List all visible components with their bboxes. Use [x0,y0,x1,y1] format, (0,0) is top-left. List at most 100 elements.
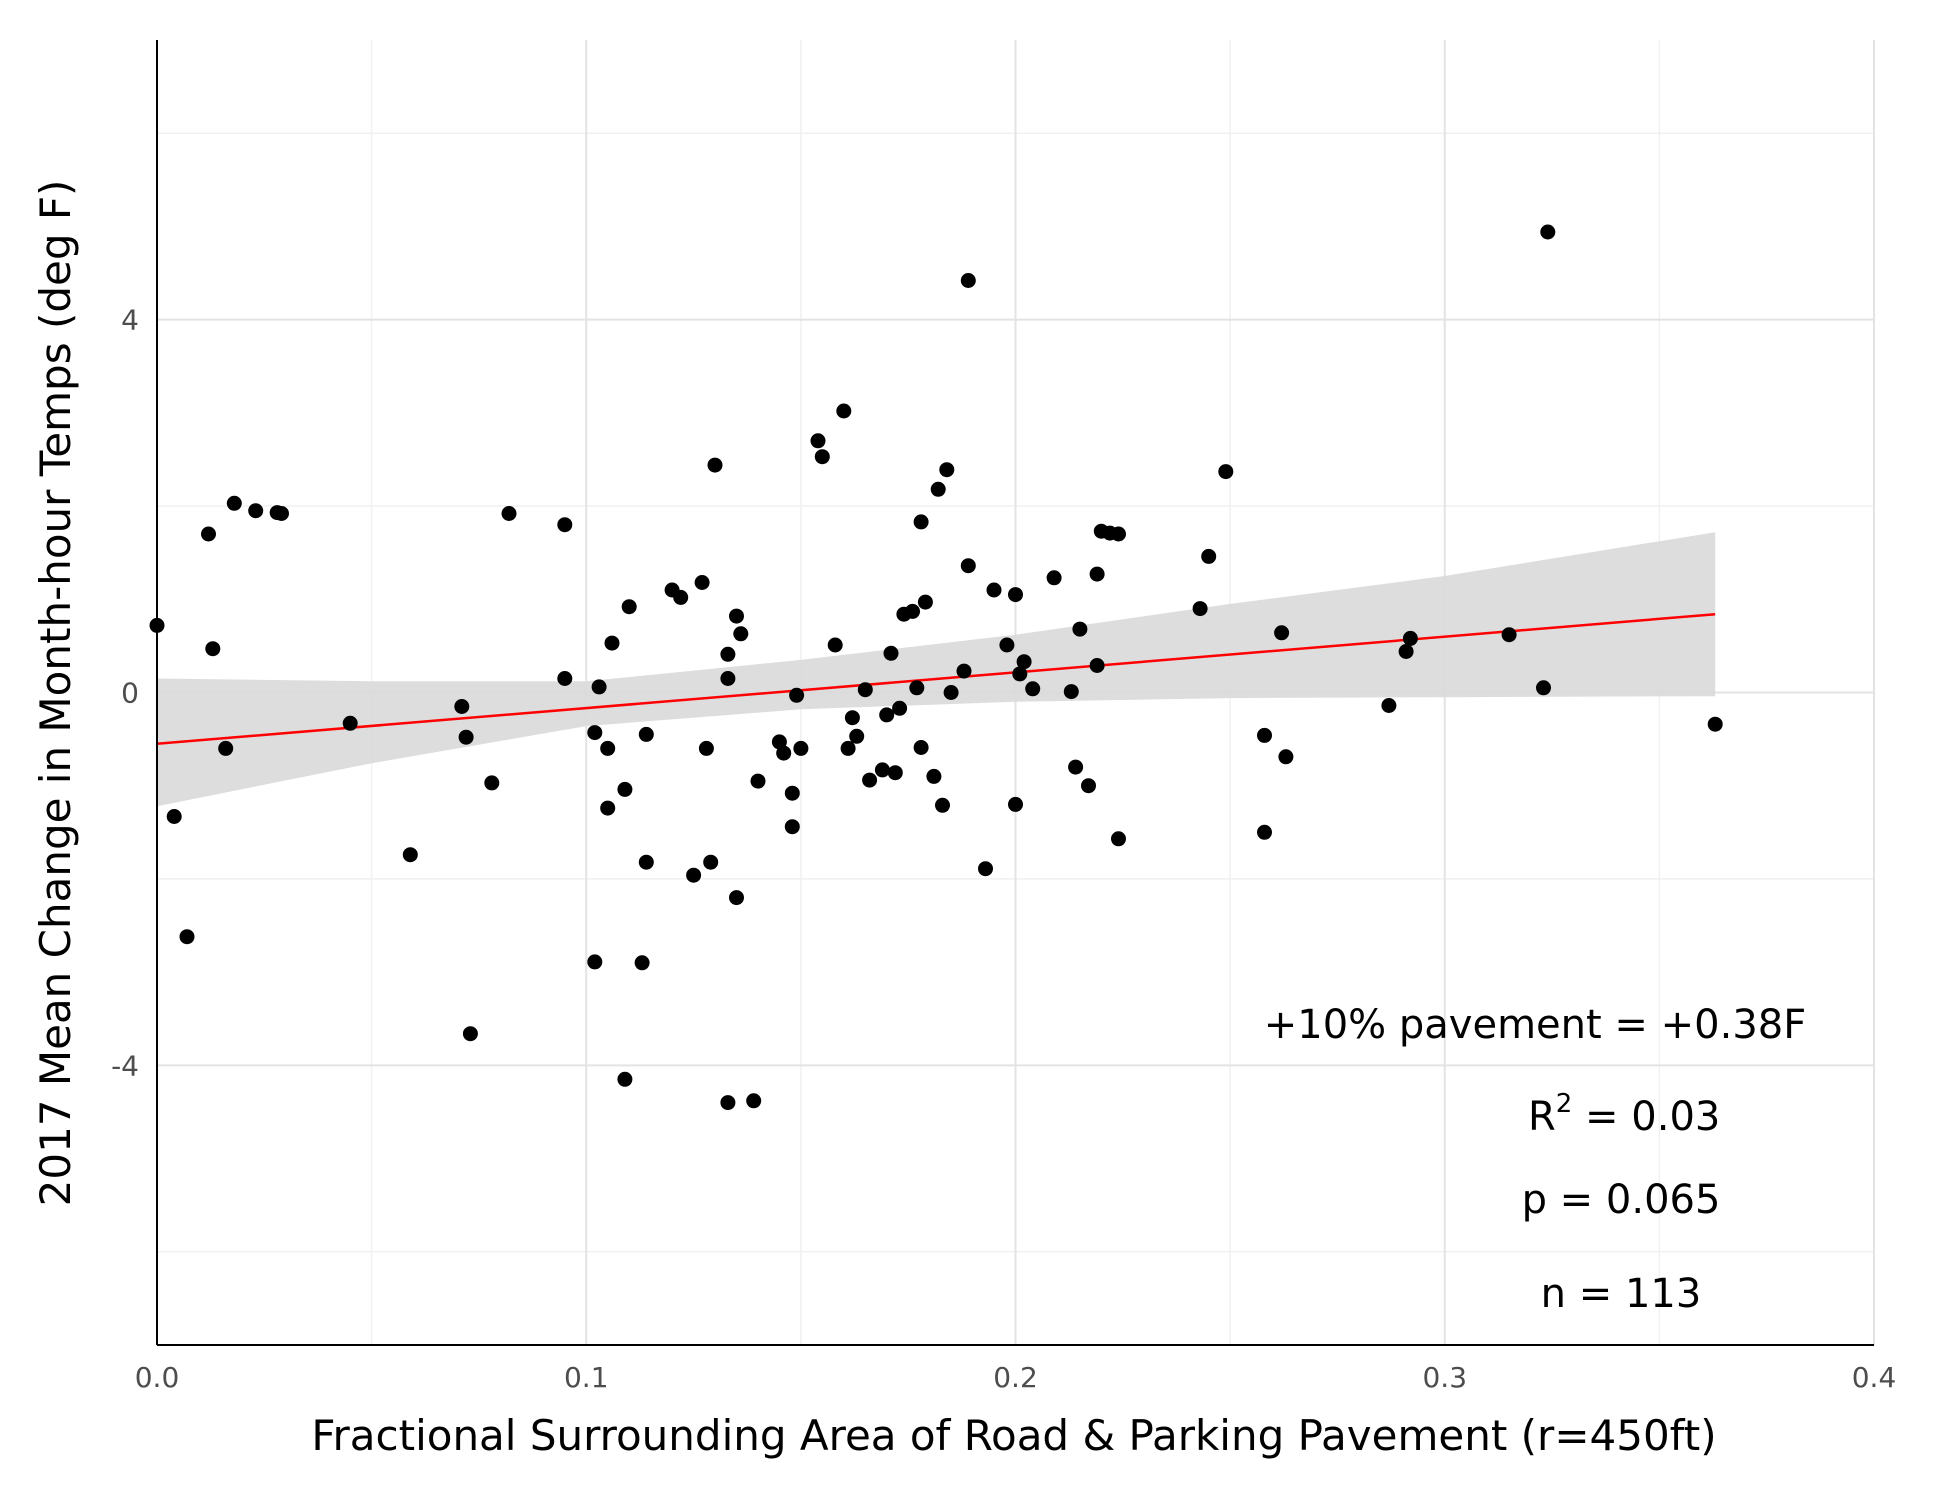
data-point [454,699,470,714]
data-point [999,637,1015,653]
data-point [600,740,616,756]
data-point [943,685,959,700]
x-tick-label: 0.2 [993,1361,1038,1394]
data-point [218,740,234,756]
data-point [814,449,830,465]
data-point [501,506,517,521]
data-point [729,608,744,624]
data-point [986,582,1002,598]
data-point [720,671,736,686]
confidence-band [157,532,1716,807]
data-point [1257,727,1272,743]
data-point [827,637,843,653]
data-point [960,558,976,574]
data-point [1192,601,1208,617]
data-point [887,765,903,781]
regression-line [156,612,1716,746]
r-squared-superscript: 2 [1556,1089,1573,1119]
data-point [462,1026,478,1042]
data-point [1201,548,1217,564]
data-point [557,517,573,533]
data-point [849,728,865,744]
x-tick-label: 0.0 [135,1361,180,1394]
data-point [1402,630,1418,646]
data-point [1089,566,1105,582]
data-point [1218,464,1234,480]
data-point [913,514,929,530]
n-annotation: n = 113 [1541,1271,1702,1317]
data-point [1257,824,1272,840]
data-point [1012,666,1028,682]
data-point [1707,716,1723,732]
data-point [638,726,654,742]
data-point [733,626,749,642]
data-point [1072,621,1088,637]
data-point [960,273,976,288]
data-point [862,772,878,788]
slope-annotation: +10% pavement = +0.38F [1264,1002,1806,1048]
y-tick-label: 4 [121,304,139,337]
data-point [201,526,216,542]
data-point [226,495,242,511]
data-point [600,800,616,816]
data-point [930,481,946,497]
data-point [913,740,929,755]
data-point [883,645,899,661]
data-point [840,740,856,756]
y-tick-labels: -4 0 4 [111,304,139,1083]
data-point [720,1095,736,1111]
data-point [694,575,710,590]
data-point [1016,654,1032,670]
data-point [926,768,942,784]
data-point [810,433,826,449]
data-point [836,403,852,419]
data-point [909,680,925,696]
data-point [703,854,719,870]
data-point [1278,749,1294,765]
data-point [917,594,933,610]
r-squared-value: = 0.03 [1572,1094,1720,1140]
data-point [458,729,474,745]
x-axis-title: Fractional Surrounding Area of Road & Pa… [311,1411,1716,1460]
data-point [1081,778,1096,794]
data-point [905,603,920,619]
data-point [789,687,805,703]
data-point [621,599,637,615]
x-tick-label: 0.3 [1422,1361,1467,1394]
data-point [879,707,895,723]
y-tick-label: 0 [121,677,139,710]
data-point [617,781,633,797]
data-point [784,819,800,835]
data-point [784,785,800,801]
data-point [1008,796,1023,812]
data-point [402,847,418,863]
y-tick-label: -4 [111,1049,139,1082]
data-point [673,589,689,605]
data-point [1025,681,1041,697]
data-points [149,224,1723,1111]
data-point [857,682,873,698]
data-point [1008,587,1023,603]
data-point [746,1093,762,1109]
data-point [342,715,358,731]
data-point [1068,759,1084,775]
data-point [1274,625,1290,641]
x-tick-labels: 0.0 0.1 0.2 0.3 0.4 [135,1361,1897,1394]
data-point [729,890,744,906]
data-point [1089,658,1105,673]
y-axis-title: 2017 Mean Change in Month-hour Temps (de… [31,180,80,1207]
data-point [1536,680,1551,696]
data-point [557,671,573,686]
data-point [274,506,289,521]
data-point [179,929,195,945]
data-point [750,773,766,789]
p-value-annotation: p = 0.065 [1522,1177,1721,1223]
data-point [248,503,264,519]
data-point [1046,570,1062,586]
data-point [1398,644,1414,659]
data-point [587,725,603,741]
data-point [166,809,182,824]
r-squared-symbol: R [1528,1094,1556,1140]
data-point [634,955,650,971]
